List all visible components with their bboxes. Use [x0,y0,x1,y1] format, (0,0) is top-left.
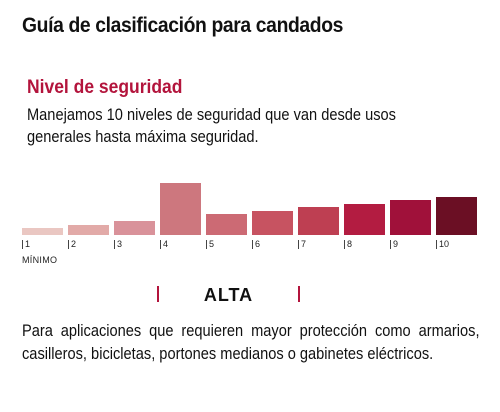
level-tick-label: 2 [68,240,76,249]
right-bracket-icon [298,286,300,302]
level-bar-5 [206,214,247,235]
level-label: ALTA [203,285,254,305]
level-tick-label: 5 [206,240,214,249]
level-tick-label: 10 [436,240,449,249]
level-description: Para aplicaciones que requieren mayor pr… [22,321,480,363]
level-tick-label: 7 [298,240,306,249]
level-bar-8 [344,204,385,235]
level-bar-3 [114,221,155,235]
minimum-label: MÍNIMO [22,255,58,265]
level-indicator: ALTA [157,284,300,306]
level-bar-4 [160,183,201,235]
section-description: Manejamos 10 niveles de seguridad que va… [27,105,396,146]
level-tick-label: 3 [114,240,122,249]
security-level-chart: 1 2 3 4 5 6 7 8 9 10 [0,170,500,270]
section-title: Nivel de seguridad [27,77,183,98]
level-tick-label: 1 [22,240,30,249]
level-bar-1 [22,228,63,235]
level-bar-6 [252,211,293,235]
level-bar-7 [298,207,339,235]
level-tick-label: 4 [160,240,168,249]
left-bracket-icon [157,286,159,302]
level-tick-label: 9 [390,240,398,249]
level-bar-10 [436,197,477,235]
level-bar-9 [390,200,431,235]
level-bar-2 [68,225,109,235]
level-tick-label: 8 [344,240,352,249]
level-tick-label: 6 [252,240,260,249]
page-title: Guía de clasificación para candados [22,14,344,37]
